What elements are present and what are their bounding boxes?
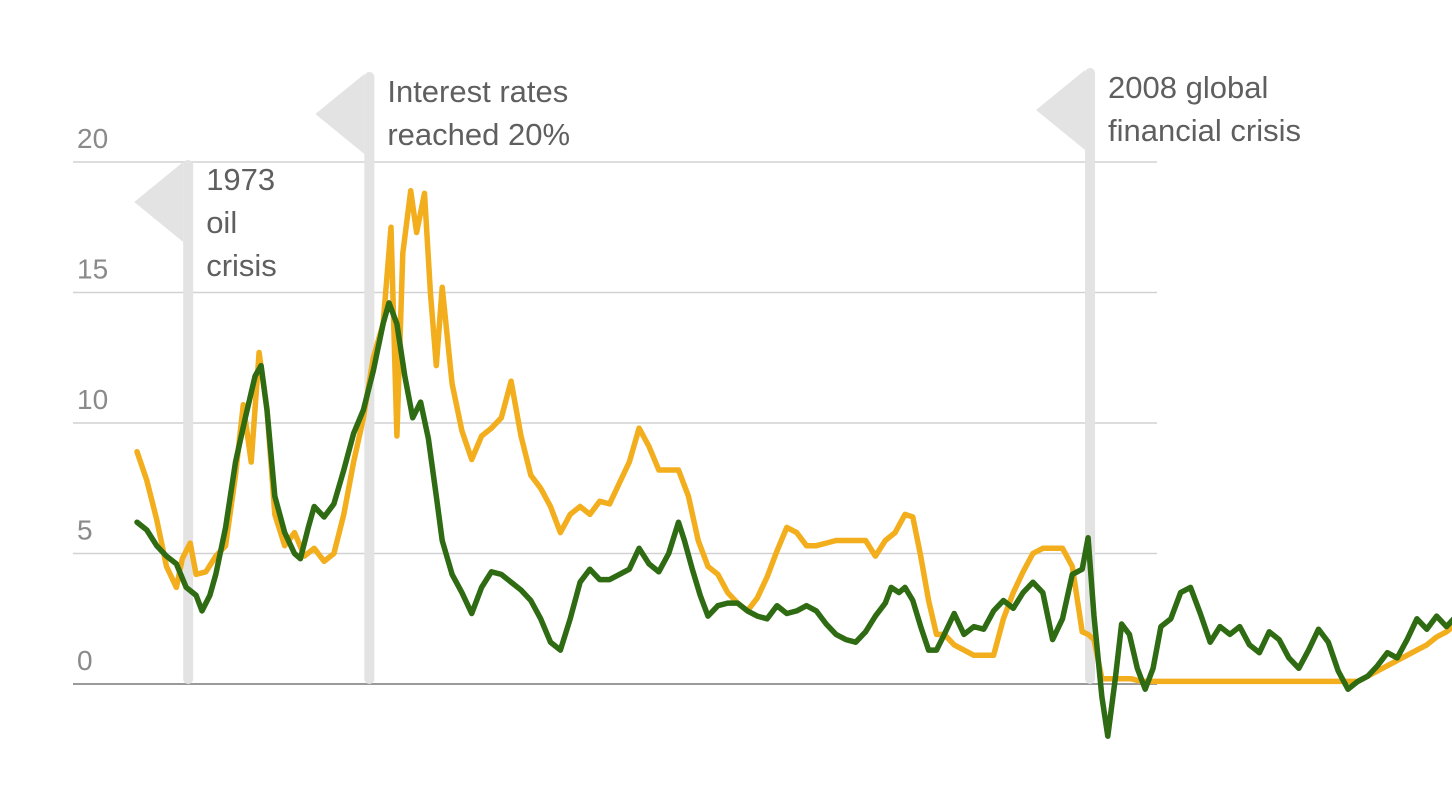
y-axis-labels: 20 15 10 5 0: [77, 123, 108, 676]
y-tick-label-0: 0: [77, 645, 93, 676]
y-tick-label-20: 20: [77, 123, 108, 154]
y-tick-label-5: 5: [77, 515, 93, 546]
series-lines: [134, 187, 1452, 739]
annotation-text: Interest rates: [387, 74, 568, 109]
annotation-text: 1973: [206, 162, 275, 197]
annotation-flag: [315, 74, 365, 154]
annotation-1: Interest rates reached 20%: [315, 72, 570, 684]
y-tick-label-10: 10: [77, 384, 108, 415]
annotation-flag: [134, 162, 184, 242]
annotation-text: crisis: [206, 248, 277, 283]
y-tick-label-15: 15: [77, 254, 108, 285]
annotation-2: 2008 global financial crisis: [1036, 68, 1301, 684]
annotation-text: oil: [206, 205, 237, 240]
annotation-pole: [1085, 68, 1096, 684]
series-line-interest-rate: [134, 187, 1452, 685]
series-line-inflation: [134, 300, 1452, 739]
annotation-text: reached 20%: [387, 117, 570, 152]
annotation-pole: [183, 160, 194, 684]
grid-lines: [73, 161, 1157, 685]
annotation-text: 2008 global: [1108, 70, 1268, 105]
annotation-text: financial crisis: [1108, 113, 1301, 148]
annotation-flag: [1036, 70, 1086, 150]
event-annotations: 1973 oil crisis Interest rates reached 20% 20…: [134, 68, 1301, 684]
